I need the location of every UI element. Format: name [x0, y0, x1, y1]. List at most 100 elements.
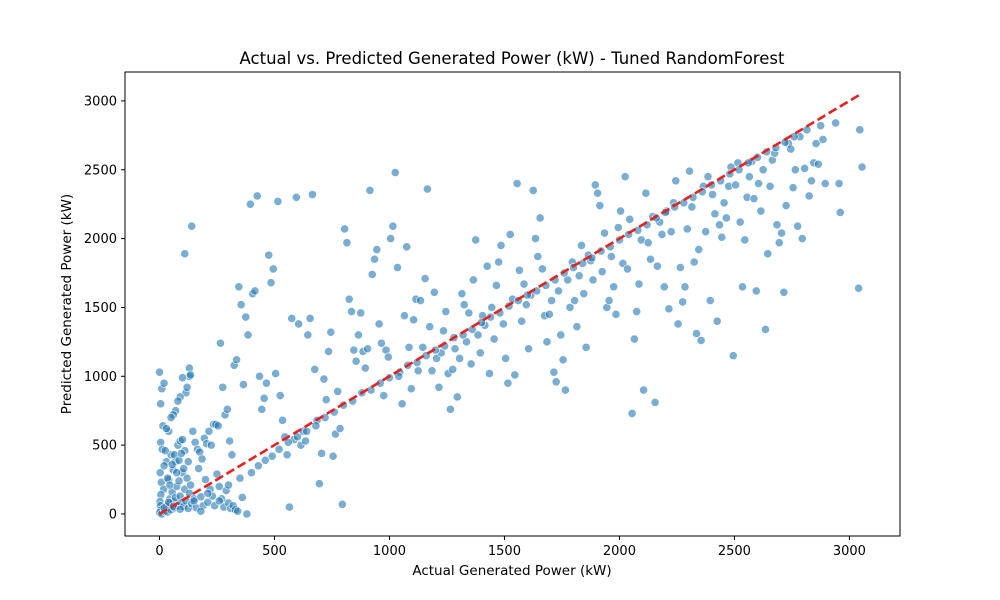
- data-point: [156, 399, 166, 409]
- data-point: [616, 206, 625, 216]
- data-point: [317, 448, 327, 458]
- data-point: [728, 351, 738, 361]
- data-point: [267, 451, 277, 461]
- data-point: [183, 457, 193, 467]
- data-point: [834, 179, 844, 188]
- data-point: [425, 322, 435, 332]
- data-point: [519, 279, 529, 289]
- data-point: [469, 275, 478, 285]
- data-point: [393, 263, 402, 272]
- data-point: [274, 444, 284, 454]
- data-point: [314, 479, 324, 489]
- data-point: [565, 303, 575, 312]
- data-point: [390, 168, 400, 177]
- x-tick-label: 500: [262, 544, 287, 559]
- data-point: [429, 287, 439, 297]
- x-tick-label: 2500: [718, 544, 751, 559]
- data-point: [441, 307, 451, 316]
- data-point: [558, 355, 568, 365]
- data-point: [214, 482, 224, 491]
- data-point: [735, 217, 745, 227]
- data-point: [600, 228, 609, 238]
- data-point: [551, 377, 561, 387]
- data-point: [234, 282, 244, 292]
- data-point: [473, 330, 483, 340]
- data-point: [574, 271, 584, 281]
- data-point: [521, 300, 531, 310]
- data-point: [538, 264, 547, 274]
- data-point: [427, 366, 437, 376]
- data-point: [173, 396, 183, 406]
- data-point: [285, 502, 294, 512]
- data-point: [719, 198, 729, 208]
- data-point: [222, 404, 232, 414]
- data-point: [319, 374, 329, 384]
- data-point: [379, 391, 389, 400]
- x-axis-ticks: 0 500 1000 1500 2000 2500 3000: [155, 536, 866, 559]
- data-point: [554, 286, 563, 296]
- data-point: [237, 493, 247, 502]
- reference-line: [158, 92, 862, 516]
- data-point: [708, 190, 717, 199]
- y-axis-ticks: 0 500 1000 1500 2000 2500 3000: [84, 94, 125, 522]
- data-point: [446, 404, 455, 414]
- data-point: [172, 468, 182, 478]
- data-point: [738, 282, 747, 292]
- data-point: [524, 344, 533, 354]
- data-point: [501, 353, 510, 363]
- data-point: [196, 506, 206, 516]
- data-point: [611, 309, 621, 319]
- data-point: [262, 378, 271, 388]
- data-point: [218, 382, 228, 392]
- data-point: [634, 279, 644, 289]
- data-point: [800, 163, 809, 173]
- x-tick-label: 1500: [488, 544, 521, 559]
- data-point: [664, 304, 674, 314]
- data-point: [235, 473, 245, 483]
- data-point: [167, 459, 177, 469]
- data-point: [356, 308, 366, 318]
- data-point: [305, 314, 315, 323]
- data-point: [342, 238, 352, 248]
- data-point: [260, 455, 270, 465]
- data-point: [606, 252, 616, 261]
- data-point: [857, 162, 867, 172]
- y-axis-label: Predicted Generated Power (kW): [59, 194, 75, 414]
- data-point: [731, 180, 740, 190]
- axes-frame: [124, 71, 901, 537]
- data-point: [420, 274, 430, 283]
- data-point: [160, 446, 170, 456]
- data-point: [206, 440, 216, 450]
- data-point: [721, 213, 731, 223]
- data-point: [255, 371, 264, 381]
- data-point: [813, 159, 823, 169]
- chart-title: Actual vs. Predicted Generated Power (kW…: [240, 49, 785, 68]
- data-point: [245, 199, 255, 209]
- data-point: [159, 378, 169, 388]
- data-point: [266, 278, 276, 288]
- data-point: [241, 312, 251, 322]
- y-tick-label: 1000: [84, 370, 117, 385]
- data-point: [308, 190, 317, 199]
- data-point: [754, 179, 763, 188]
- data-point: [652, 261, 662, 271]
- data-point: [178, 435, 187, 445]
- data-point: [563, 275, 573, 285]
- data-point: [498, 319, 508, 329]
- data-point: [650, 398, 660, 407]
- data-point: [740, 235, 750, 245]
- data-point: [301, 436, 310, 446]
- data-point: [165, 480, 175, 490]
- data-point: [448, 364, 458, 374]
- data-point: [797, 234, 807, 243]
- data-point: [687, 202, 697, 212]
- data-point: [351, 356, 361, 366]
- data-point: [641, 188, 651, 198]
- data-point: [176, 448, 186, 458]
- data-point: [372, 245, 382, 255]
- data-point: [374, 319, 384, 329]
- data-point: [533, 252, 543, 261]
- data-point: [268, 264, 278, 274]
- data-point: [360, 363, 370, 373]
